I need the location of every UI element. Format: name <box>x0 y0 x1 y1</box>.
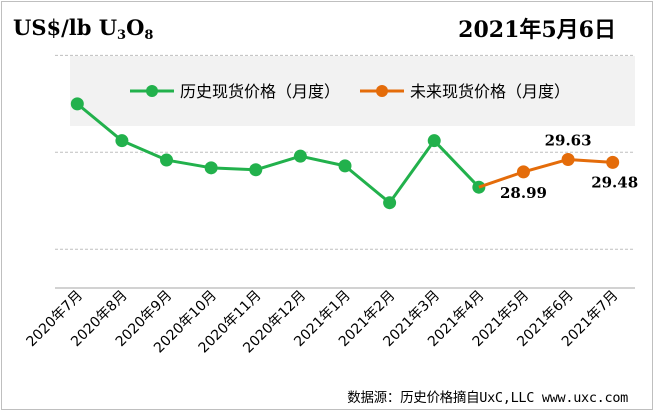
data-point <box>293 149 307 163</box>
data-point <box>70 97 84 111</box>
date-label: 2021年5月6日 <box>458 17 616 43</box>
data-point <box>383 196 397 210</box>
data-label: 29.63 <box>545 131 592 149</box>
data-point <box>606 155 620 169</box>
data-point <box>427 134 441 148</box>
data-point <box>115 134 129 148</box>
legend-marker-1 <box>146 85 158 97</box>
legend-marker-2 <box>376 85 388 97</box>
data-label: 28.99 <box>500 184 547 202</box>
data-point <box>516 165 530 179</box>
unit-label: US$/lb U3O8 <box>13 15 154 43</box>
legend-label-2: 未来现货价格（月度） <box>410 82 570 101</box>
source-note: 数据源：历史价格摘自UxC,LLC www.uxc.com <box>347 390 628 406</box>
data-point <box>204 161 218 175</box>
data-label: 29.48 <box>591 173 638 191</box>
data-point <box>561 152 575 166</box>
legend-label-1: 历史现货价格（月度） <box>180 82 340 101</box>
data-point <box>249 163 263 177</box>
data-point <box>338 159 352 173</box>
series-line-1 <box>76 102 480 205</box>
series-line-2 <box>478 157 613 189</box>
data-point <box>160 153 174 167</box>
